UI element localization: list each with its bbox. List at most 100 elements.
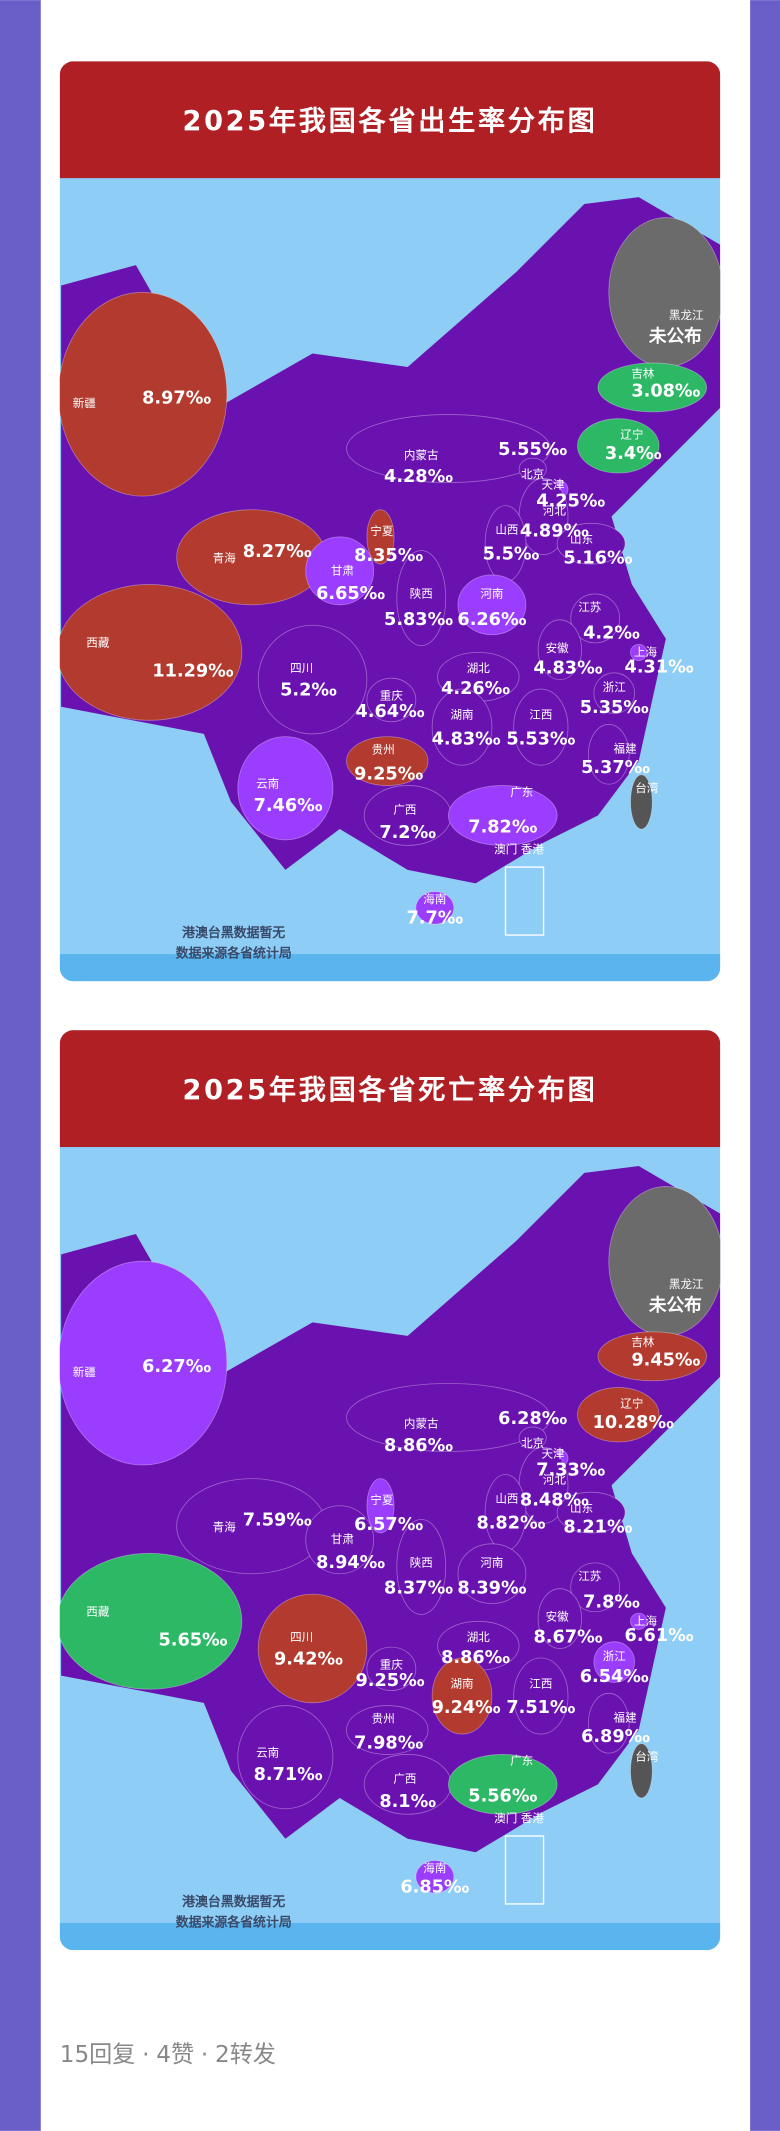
- region-name: 广西: [393, 1771, 416, 1785]
- region: [346, 414, 551, 483]
- region-value: 8.39‰: [457, 1579, 527, 1599]
- region-name: 辽宁: [620, 427, 643, 441]
- region-value: 11.29‰: [152, 661, 234, 681]
- region: [587, 724, 630, 785]
- region-value: 5.37‰: [581, 758, 651, 778]
- region-name: 甘肃: [331, 1532, 354, 1546]
- region-value: 6.61‰: [625, 1626, 695, 1646]
- region-value: 6.27‰: [142, 1357, 212, 1377]
- region-name: 海南: [423, 1861, 446, 1875]
- footer-replies[interactable]: 15回复: [60, 2041, 136, 2067]
- region: [257, 1593, 368, 1704]
- source-note: 港澳台黑数据暂无: [182, 1894, 285, 1910]
- region-value: 4.28‰: [384, 467, 454, 487]
- region-value: 8.82‰: [476, 1513, 546, 1533]
- region-name: 北京: [521, 467, 544, 481]
- region: [570, 593, 621, 644]
- region-value: 5.35‰: [580, 698, 650, 718]
- region-value: 10.28‰: [593, 1413, 675, 1433]
- region-name: 青海: [213, 551, 237, 565]
- region-value: 3.08‰: [631, 381, 701, 401]
- region-name: 新疆: [73, 396, 97, 410]
- inset-box: [504, 1835, 545, 1905]
- region-name: 山西: [495, 523, 518, 537]
- region-name: 上海: [634, 1614, 658, 1628]
- region-name: 安徽: [546, 641, 570, 655]
- region-value: 4.89‰: [520, 521, 590, 541]
- region-name: 天津: [542, 478, 566, 492]
- region: [537, 619, 583, 680]
- region-name: 西藏: [86, 1604, 110, 1618]
- region: [346, 736, 429, 786]
- region: [518, 1426, 547, 1450]
- region-value: 3.4‰: [605, 444, 662, 464]
- region-name: 台湾: [635, 781, 659, 795]
- region-value: 4.83‰: [432, 729, 502, 749]
- region-value: 8.21‰: [563, 1518, 633, 1538]
- region: [346, 1383, 551, 1452]
- region-value: 7.82‰: [468, 818, 538, 838]
- region-name: 广东: [510, 785, 533, 799]
- region-name: 山西: [495, 1491, 518, 1505]
- region-name: 江西: [529, 1676, 552, 1690]
- region-value: 9.25‰: [354, 765, 424, 785]
- region: [415, 1860, 455, 1894]
- region-value: 7.59‰: [243, 1511, 313, 1531]
- region-value: 5.65‰: [158, 1630, 228, 1650]
- region-value: 6.65‰: [316, 584, 386, 604]
- region-name: 福建: [614, 741, 638, 755]
- region-name: 云南: [256, 777, 279, 791]
- region-name: 台湾: [635, 1750, 659, 1764]
- region-value: 7.98‰: [354, 1734, 424, 1754]
- region: [570, 1562, 621, 1613]
- region: [59, 1552, 243, 1690]
- region: [518, 457, 547, 481]
- region-value: 7.46‰: [254, 796, 324, 816]
- region: [556, 522, 626, 565]
- region: [366, 1478, 395, 1534]
- region: [597, 1331, 708, 1382]
- sep: ·: [142, 2041, 149, 2067]
- region: [577, 418, 660, 474]
- region-name: 江苏: [578, 1569, 601, 1583]
- region: [305, 1505, 375, 1575]
- region-name: 澳门 香港: [494, 842, 544, 856]
- region-value: 6.54‰: [580, 1667, 650, 1687]
- region: [593, 672, 636, 714]
- region: [587, 1692, 630, 1754]
- region-value: 8.86‰: [441, 1648, 511, 1668]
- left-border: [0, 0, 41, 2131]
- footer-likes[interactable]: 4赞: [156, 2041, 194, 2067]
- region-name: 海南: [423, 892, 446, 906]
- region-name: 四川: [290, 661, 313, 675]
- region: [305, 536, 375, 606]
- sep: ·: [201, 2041, 208, 2067]
- region: [457, 1543, 527, 1605]
- region-value: 4.26‰: [441, 679, 511, 699]
- region-name: 浙江: [603, 1649, 627, 1663]
- region-name: 黑龙江: [669, 308, 704, 322]
- region-value: 6.57‰: [354, 1515, 424, 1535]
- region-value: 6.28‰: [498, 1409, 568, 1429]
- region-name: 天津: [542, 1447, 566, 1461]
- region-name: 上海: [634, 645, 658, 659]
- region-value: 4.83‰: [534, 659, 604, 679]
- region-name: 贵州: [372, 743, 395, 757]
- region-name: 河南: [480, 586, 503, 600]
- region: [457, 574, 527, 636]
- region-value: 5.55‰: [498, 440, 568, 460]
- map-title: 2025年我国各省死亡率分布图: [182, 1074, 597, 1106]
- region-value: 4.31‰: [625, 657, 695, 677]
- footer-reposts[interactable]: 2转发: [215, 2041, 276, 2067]
- region-value: 8.48‰: [520, 1490, 590, 1510]
- region-value: 8.37‰: [384, 1579, 454, 1599]
- region-name: 贵州: [372, 1712, 395, 1726]
- region-value: 8.67‰: [534, 1628, 604, 1648]
- region: [630, 774, 653, 830]
- map-title: 2025年我国各省出生率分布图: [182, 105, 597, 137]
- region-value: 7.33‰: [536, 1460, 606, 1480]
